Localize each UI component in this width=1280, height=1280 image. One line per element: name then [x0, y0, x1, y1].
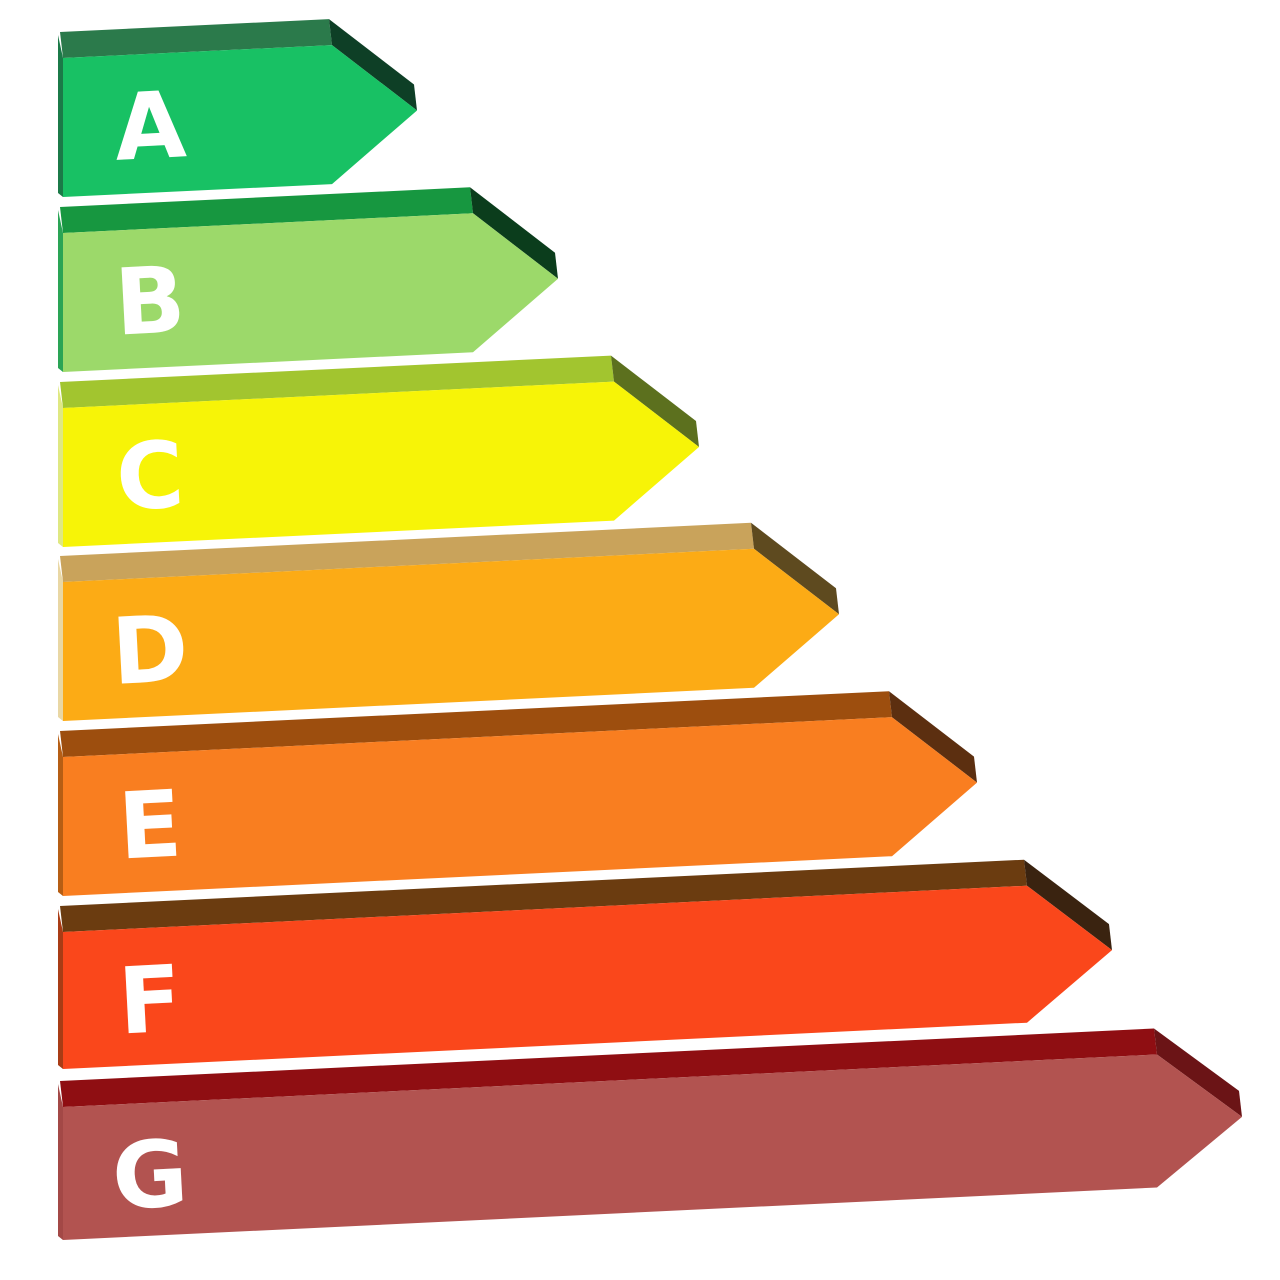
bar-g-label: G: [110, 1120, 191, 1231]
bar-e-top-face: [60, 691, 892, 757]
bar-d-label: D: [109, 595, 191, 706]
bar-b: B: [58, 187, 558, 372]
bar-f-head-side-face: [1024, 859, 1112, 951]
bar-f: F: [58, 859, 1112, 1069]
bar-b-top-face: [60, 187, 473, 233]
bar-b-left-face: [58, 210, 63, 372]
bar-f-left-face: [58, 909, 63, 1069]
bar-b-front-face: [63, 213, 558, 372]
bar-g-left-face: [58, 1084, 63, 1240]
bar-f-label: F: [116, 945, 184, 1055]
bar-a-front-face: [63, 45, 417, 197]
bar-g: G: [58, 1028, 1242, 1240]
bar-e-left-face: [58, 734, 63, 896]
bar-f-top-face: [60, 859, 1027, 932]
bar-a-head-side-face: [329, 19, 417, 111]
bar-c-left-face: [58, 385, 63, 547]
bar-a: A: [58, 19, 417, 197]
bar-a-left-face: [58, 35, 63, 197]
bar-e-front-face: [63, 717, 977, 896]
bar-g-front-face: [63, 1054, 1242, 1240]
bar-e: E: [58, 691, 977, 896]
bar-c-head-side-face: [611, 355, 699, 447]
bar-c-front-face: [63, 381, 699, 547]
bar-c-label: C: [114, 421, 187, 531]
bar-b-label: B: [112, 246, 188, 357]
bar-d-top-face: [60, 522, 754, 582]
bar-f-front-face: [63, 885, 1112, 1069]
bar-c: C: [58, 355, 699, 547]
bar-a-top-face: [60, 19, 332, 59]
bar-d-left-face: [58, 559, 63, 721]
bar-d-head-side-face: [751, 522, 839, 615]
bar-e-head-side-face: [889, 691, 977, 783]
bar-e-label: E: [116, 770, 184, 880]
bar-a-label: A: [112, 71, 189, 182]
bar-g-head-side-face: [1154, 1028, 1242, 1117]
bar-d-front-face: [63, 548, 839, 721]
bar-b-head-side-face: [470, 187, 558, 279]
bar-d: D: [58, 522, 839, 721]
bar-c-top-face: [60, 355, 614, 408]
bar-g-top-face: [60, 1028, 1157, 1107]
